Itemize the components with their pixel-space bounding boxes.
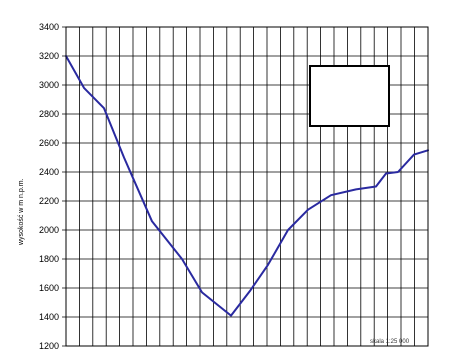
y-axis-label: wysokość w m n.p.m.: [18, 178, 25, 246]
y-tick-label: 1200: [39, 341, 59, 351]
y-tick-label: 3000: [39, 80, 59, 90]
y-tick-label: 1400: [39, 312, 59, 322]
y-tick-label: 2800: [39, 109, 59, 119]
y-tick-label: 2400: [39, 167, 59, 177]
y-tick-labels: 3400 3200 3000 2800 2600 2400 2200 2000 1800 1600…: [39, 22, 59, 351]
elevation-profile-line: [65, 55, 429, 317]
y-tick-label: 3400: [39, 22, 59, 32]
scale-note: skala 1:25 000: [370, 339, 410, 345]
y-tick-label: 2600: [39, 138, 59, 148]
y-tick-label: 3200: [39, 51, 59, 61]
y-tick-label: 2000: [39, 225, 59, 235]
y-tick-label: 1600: [39, 283, 59, 293]
y-tick-label: 1800: [39, 254, 59, 264]
y-tick-label: 2200: [39, 196, 59, 206]
legend-box: [309, 65, 390, 127]
plot-frame: [65, 26, 429, 347]
